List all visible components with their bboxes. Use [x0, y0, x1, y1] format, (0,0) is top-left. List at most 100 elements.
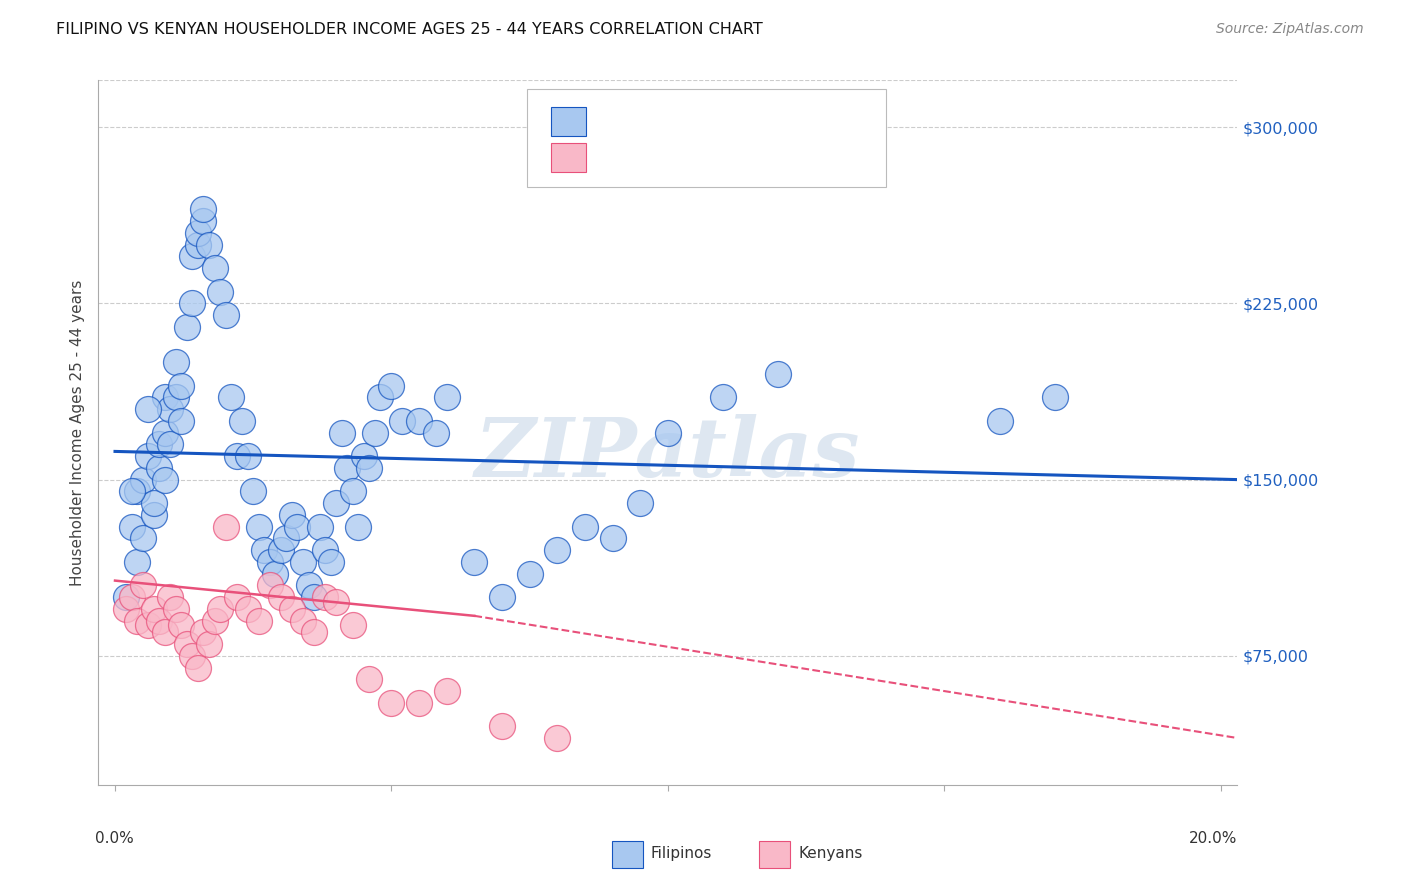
- Point: [193, 202, 215, 217]
- Text: Source: ZipAtlas.com: Source: ZipAtlas.com: [1216, 22, 1364, 37]
- Point: [463, 555, 485, 569]
- Point: [225, 449, 247, 463]
- Point: [136, 618, 159, 632]
- Point: [127, 484, 149, 499]
- Point: [176, 637, 198, 651]
- Point: [436, 391, 458, 405]
- Point: [711, 391, 734, 405]
- Point: [193, 214, 215, 228]
- Text: FILIPINO VS KENYAN HOUSEHOLDER INCOME AGES 25 - 44 YEARS CORRELATION CHART: FILIPINO VS KENYAN HOUSEHOLDER INCOME AG…: [56, 22, 763, 37]
- Point: [270, 543, 292, 558]
- Point: [159, 402, 181, 417]
- Point: [170, 414, 193, 428]
- Point: [187, 226, 209, 240]
- Text: -0.036: -0.036: [645, 114, 704, 132]
- Point: [270, 590, 292, 604]
- Point: [219, 391, 242, 405]
- Point: [214, 308, 236, 322]
- Point: [136, 402, 159, 417]
- Point: [408, 696, 430, 710]
- Point: [209, 285, 232, 299]
- Point: [115, 601, 138, 615]
- Point: [181, 648, 204, 663]
- Text: N =: N =: [730, 150, 778, 168]
- Point: [988, 414, 1011, 428]
- Point: [127, 555, 149, 569]
- Point: [187, 237, 209, 252]
- Point: [247, 519, 270, 533]
- Point: [380, 378, 402, 392]
- Text: R =: R =: [603, 114, 640, 132]
- Point: [165, 355, 187, 369]
- Point: [297, 578, 319, 592]
- Point: [546, 731, 568, 745]
- Point: [336, 460, 359, 475]
- Point: [159, 437, 181, 451]
- Point: [225, 590, 247, 604]
- Point: [491, 590, 513, 604]
- Point: [314, 590, 336, 604]
- Point: [148, 614, 170, 628]
- Point: [347, 519, 370, 533]
- Point: [148, 437, 170, 451]
- Point: [264, 566, 287, 581]
- Point: [302, 625, 325, 640]
- Point: [364, 425, 387, 440]
- Point: [153, 391, 176, 405]
- Point: [308, 519, 330, 533]
- Point: [287, 519, 309, 533]
- Point: [198, 237, 221, 252]
- Point: [408, 414, 430, 428]
- Point: [181, 249, 204, 264]
- Point: [574, 519, 596, 533]
- Point: [359, 460, 381, 475]
- Point: [314, 543, 336, 558]
- Point: [204, 614, 226, 628]
- Point: [198, 637, 221, 651]
- Point: [236, 449, 259, 463]
- Point: [253, 543, 276, 558]
- Point: [231, 414, 253, 428]
- Point: [391, 414, 413, 428]
- Text: -0.191: -0.191: [645, 150, 710, 168]
- Point: [491, 719, 513, 733]
- Point: [628, 496, 651, 510]
- Point: [153, 425, 176, 440]
- Point: [425, 425, 447, 440]
- Point: [153, 625, 176, 640]
- Point: [181, 296, 204, 310]
- Point: [657, 425, 679, 440]
- Text: Filipinos: Filipinos: [651, 847, 713, 861]
- Point: [259, 578, 281, 592]
- Point: [153, 473, 176, 487]
- Point: [436, 684, 458, 698]
- Point: [131, 531, 153, 545]
- Point: [319, 555, 342, 569]
- Point: [342, 484, 364, 499]
- Point: [214, 519, 236, 533]
- Point: [330, 425, 353, 440]
- Point: [176, 319, 198, 334]
- Text: 36: 36: [786, 150, 808, 168]
- Point: [115, 590, 138, 604]
- Point: [291, 555, 314, 569]
- Point: [281, 601, 304, 615]
- Point: [209, 601, 232, 615]
- Point: [546, 543, 568, 558]
- Point: [121, 590, 143, 604]
- Point: [602, 531, 624, 545]
- Point: [148, 460, 170, 475]
- Point: [370, 391, 392, 405]
- Point: [165, 601, 187, 615]
- Point: [136, 449, 159, 463]
- Point: [236, 601, 259, 615]
- Point: [302, 590, 325, 604]
- Point: [242, 484, 264, 499]
- Text: 78: 78: [786, 114, 808, 132]
- Point: [247, 614, 270, 628]
- Y-axis label: Householder Income Ages 25 - 44 years: Householder Income Ages 25 - 44 years: [69, 279, 84, 586]
- Point: [142, 601, 165, 615]
- Point: [131, 578, 153, 592]
- Point: [325, 496, 347, 510]
- Point: [159, 590, 181, 604]
